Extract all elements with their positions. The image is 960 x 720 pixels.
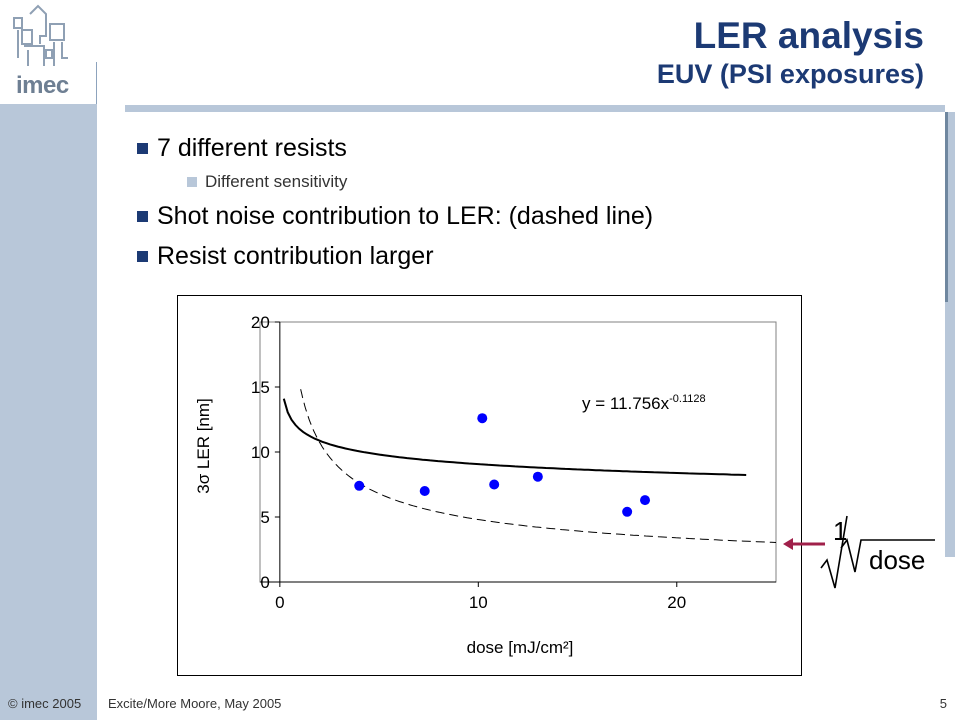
bullet-square-icon (137, 143, 148, 154)
pointer-arrow-icon (783, 538, 825, 550)
trendline-equation-base: y = 11.756x (582, 394, 670, 413)
ler-scatter-chart: 0 5 10 15 20 0 10 20 y = 11.756x-0.1128 dose [m… (194, 313, 777, 657)
logo-text: imec (16, 72, 69, 99)
bullet-text: Resist contribution larger (157, 242, 434, 270)
title-rule (125, 105, 945, 112)
y-tick-label: 0 (260, 573, 269, 592)
sidebar: imec (0, 0, 97, 720)
sidebar-divider (96, 62, 97, 104)
square-root-icon (820, 515, 935, 589)
x-tick-label: 0 (275, 593, 284, 612)
data-point (354, 480, 365, 491)
page-number: 5 (939, 696, 947, 711)
data-point (477, 413, 488, 424)
data-point (419, 486, 430, 496)
x-axis-label: dose [mJ/cm²] (467, 638, 574, 657)
data-point (640, 495, 651, 506)
right-accent-bar-shadow (945, 112, 948, 302)
trendline-equation: y = 11.756x-0.1128 (582, 393, 706, 413)
data-point (532, 471, 543, 482)
data-point (489, 479, 500, 490)
trendline-equation-exponent: -0.1128 (669, 393, 706, 405)
x-tick-label: 20 (667, 593, 686, 612)
shot-noise-series (300, 389, 777, 543)
bullet-item: 7 different resists (137, 128, 937, 168)
y-tick-label: 10 (251, 443, 270, 462)
x-tick-label: 10 (469, 593, 488, 612)
trendline-series (282, 398, 747, 476)
y-axis-label: 3σ LER [nm] (194, 398, 213, 494)
shot-noise-formula: 1 dose (783, 515, 935, 589)
bullet-item: Resist contribution larger (137, 236, 937, 276)
bullet-text: 7 different resists (157, 134, 347, 162)
bullet-list: 7 different resists Different sensitivit… (137, 128, 937, 276)
sub-bullet-text: Different sensitivity (205, 172, 348, 191)
slide-title-block: LER analysis EUV (PSI exposures) (657, 14, 924, 90)
sub-bullet-item: Different sensitivity (137, 168, 937, 196)
chart-frame: 0 5 10 15 20 0 10 20 y = 11.756x-0.1128 dose [m… (177, 295, 802, 676)
slide-subtitle: EUV (PSI exposures) (656, 59, 924, 89)
sub-bullet-square-icon (187, 177, 197, 187)
footer-copyright: © imec 2005 (8, 696, 82, 711)
bullet-square-icon (137, 211, 148, 222)
formula-radicand: dose (869, 545, 925, 575)
right-accent-bar (945, 112, 955, 557)
slide-title: LER analysis (693, 15, 924, 56)
y-tick-label: 20 (251, 313, 270, 332)
logo-area: imec (0, 0, 97, 104)
y-tick-label: 5 (260, 508, 269, 527)
plot-area (259, 321, 777, 583)
bullet-text: Shot noise contribution to LER: (dashed … (157, 202, 654, 230)
bullet-square-icon (137, 251, 148, 262)
y-tick-label: 15 (251, 378, 270, 397)
imec-logo-icon (13, 4, 68, 66)
footer-event: Excite/More Moore, May 2005 (108, 696, 282, 711)
data-point (622, 506, 633, 517)
bullet-item: Shot noise contribution to LER: (dashed … (137, 196, 937, 236)
